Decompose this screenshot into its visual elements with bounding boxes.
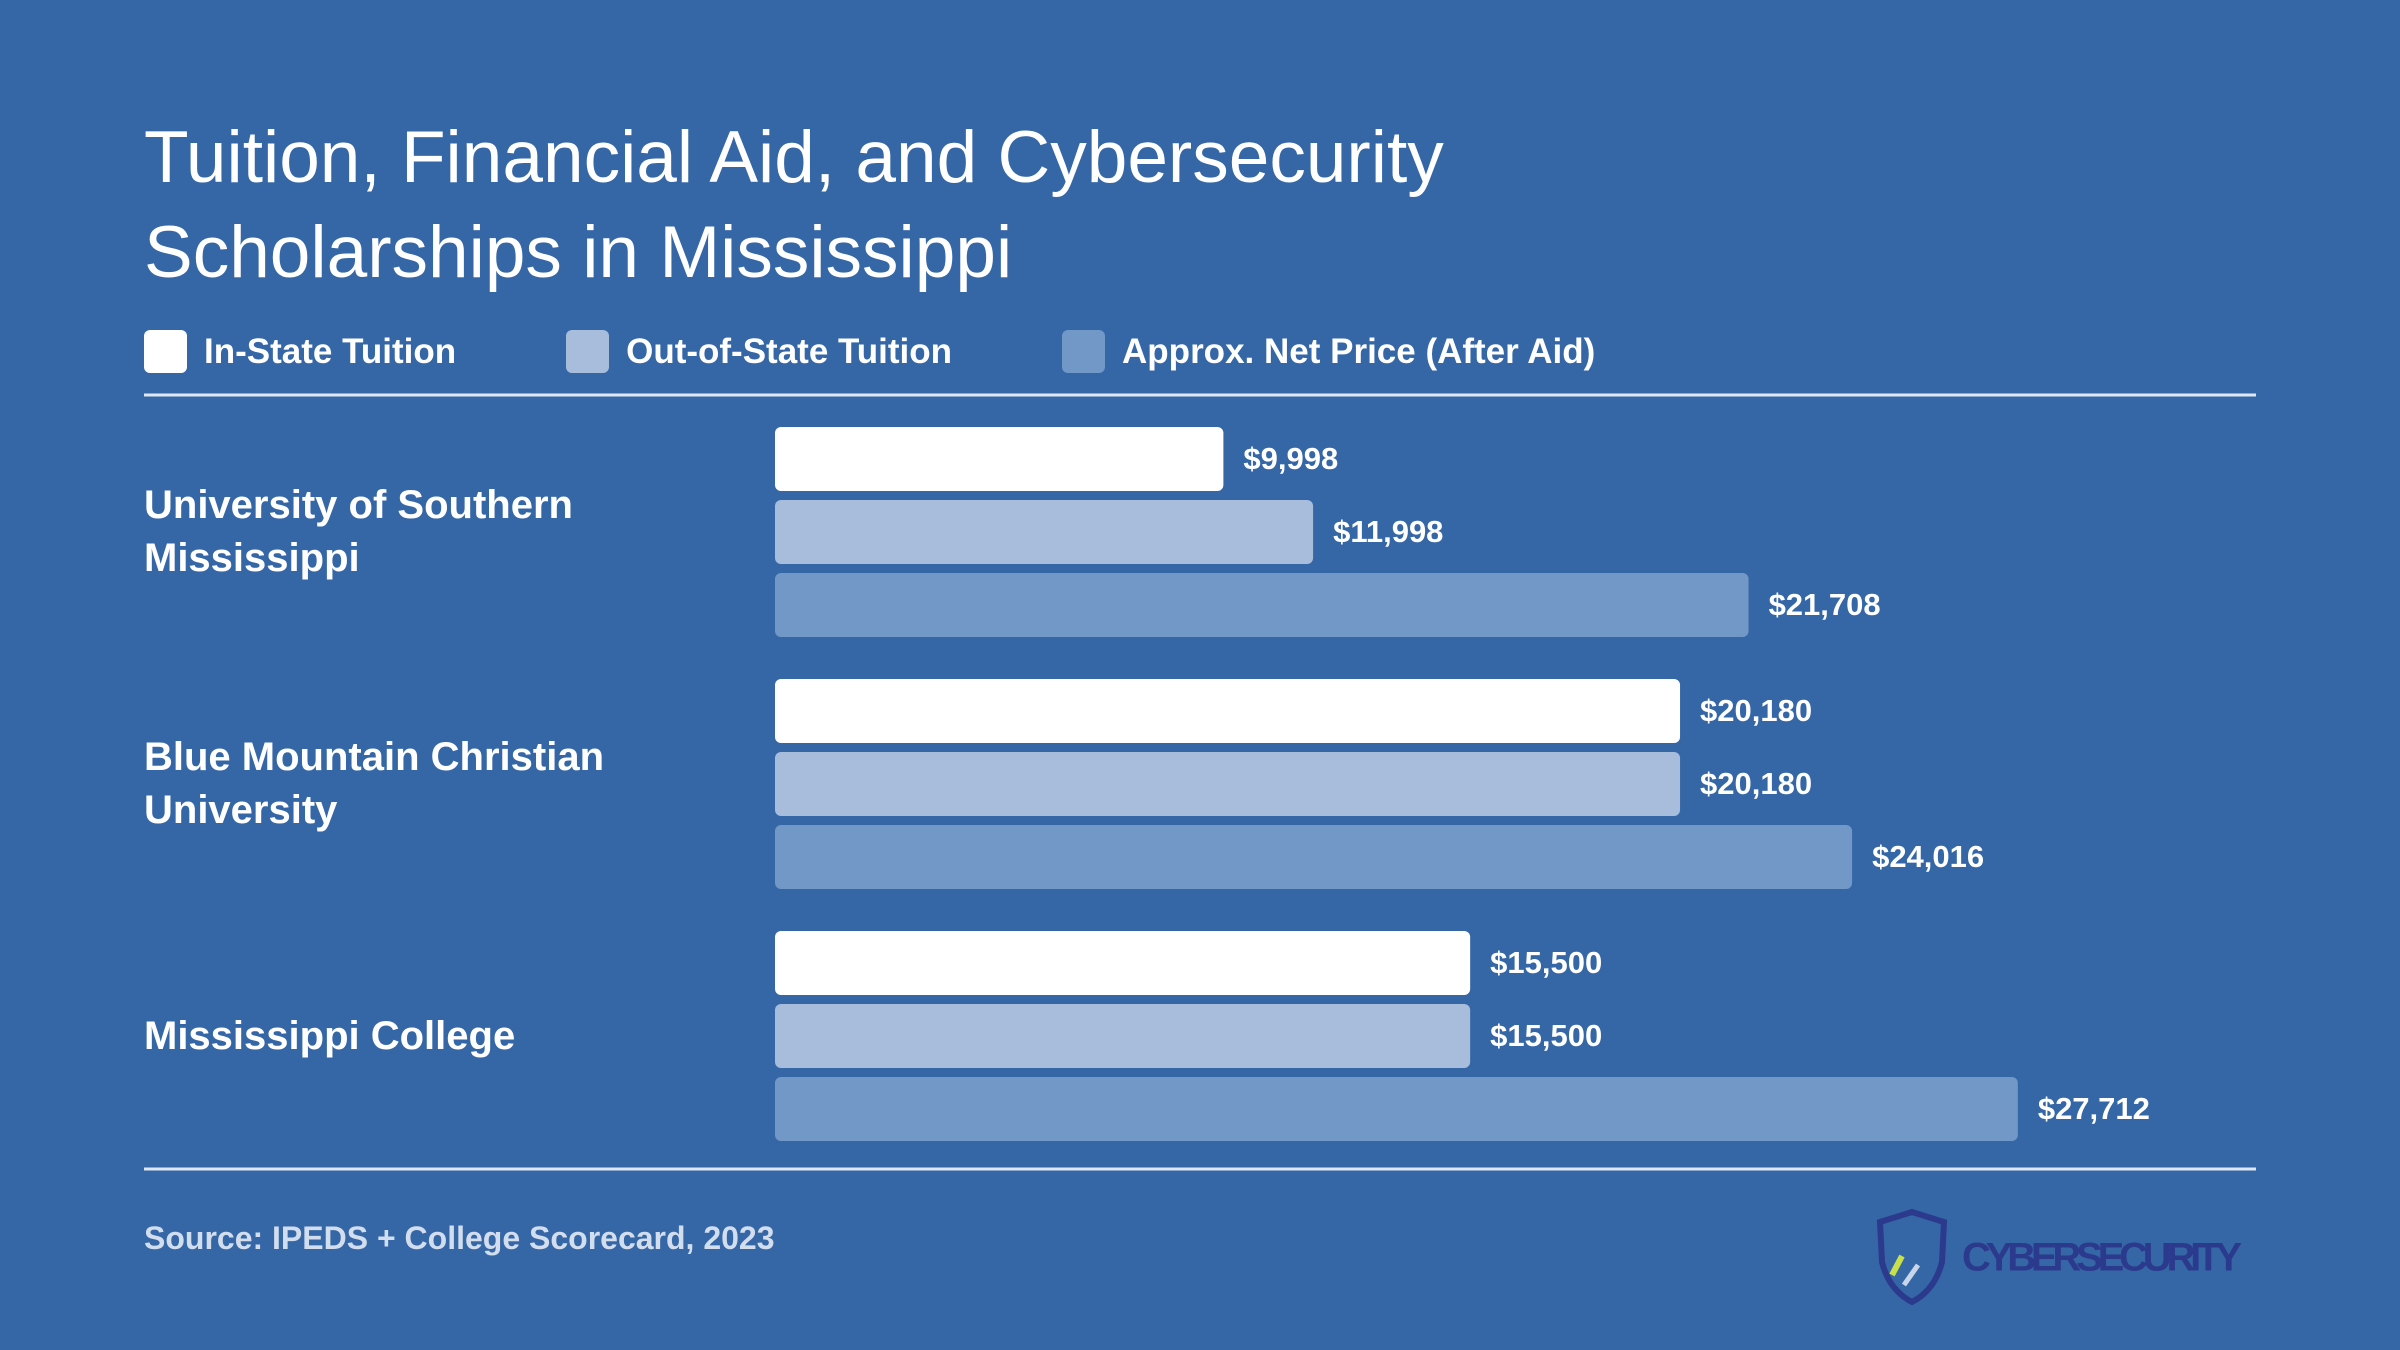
legend-item: In-State Tuition — [144, 330, 456, 373]
value-label: $27,712 — [2038, 1091, 2150, 1126]
chart-title: Tuition, Financial Aid, and Cybersecurit… — [144, 117, 1444, 293]
value-label: $24,016 — [1872, 839, 1984, 874]
legend-label: Approx. Net Price (After Aid) — [1122, 331, 1596, 371]
category-label: Blue Mountain Christian University — [144, 735, 604, 832]
bar — [775, 500, 1314, 564]
value-label: $9,998 — [1243, 441, 1338, 476]
bar — [775, 825, 1853, 889]
legend-item: Approx. Net Price (After Aid) — [1062, 330, 1595, 373]
value-label: $15,500 — [1490, 1018, 1602, 1053]
legend: In-State Tuition Out-of-State Tuition Appr… — [144, 330, 1595, 373]
legend-swatch — [144, 330, 187, 373]
value-label: $15,500 — [1490, 945, 1602, 980]
category-label: University of Southern Mississippi — [144, 483, 573, 580]
legend-label: Out-of-State Tuition — [626, 331, 953, 371]
bar — [775, 1004, 1471, 1068]
bar — [775, 427, 1224, 491]
legend-swatch — [566, 330, 610, 373]
value-label: $11,998 — [1333, 514, 1443, 549]
bar — [775, 1077, 2018, 1141]
legend-item: Out-of-State Tuition — [566, 330, 952, 373]
legend-swatch — [1062, 330, 1106, 373]
value-label: $21,708 — [1769, 587, 1881, 622]
source-note: Source: IPEDS + College Scorecard, 2023 — [144, 1220, 775, 1256]
bar — [775, 573, 1749, 637]
logo-icon — [1876, 1208, 1948, 1306]
bar — [775, 679, 1681, 743]
value-label: $20,180 — [1700, 693, 1812, 728]
logo-text: CYBERSECURITY — [1962, 1236, 2242, 1280]
legend-label: In-State Tuition — [204, 331, 457, 371]
bar — [775, 752, 1681, 816]
bar — [775, 931, 1471, 995]
category-label: Mississippi College — [144, 1013, 516, 1058]
value-label: $20,180 — [1700, 766, 1812, 801]
